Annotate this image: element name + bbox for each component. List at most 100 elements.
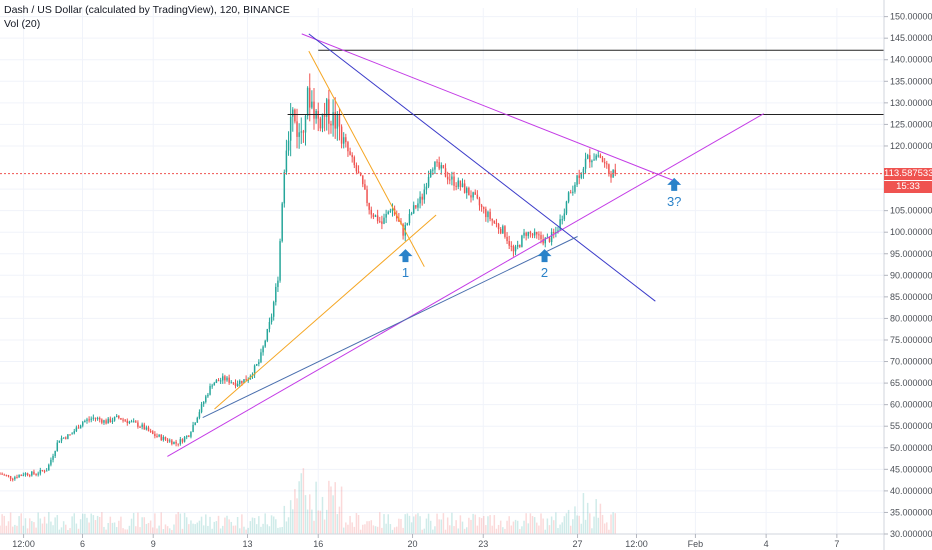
candle-body — [601, 157, 604, 163]
trend-line-7 — [214, 214, 437, 410]
volume-bar — [56, 515, 59, 534]
candle-body — [559, 219, 561, 231]
candle-body — [359, 173, 362, 176]
candle-body — [9, 476, 12, 479]
volume-bar — [3, 515, 5, 534]
candle-body — [313, 101, 315, 119]
candle-body — [395, 214, 398, 219]
volume-bar — [60, 527, 63, 534]
volume-bar — [255, 524, 258, 534]
candle-body — [410, 213, 413, 215]
volume-bar — [219, 528, 222, 534]
candle-body — [143, 424, 146, 430]
volume-bar — [196, 522, 199, 534]
candle-body — [455, 185, 457, 187]
volume-bar — [101, 512, 103, 534]
volume-bar — [457, 528, 460, 534]
candle-body — [370, 209, 373, 215]
candle-body — [325, 99, 328, 117]
candle-body — [292, 109, 294, 117]
candle-body — [470, 195, 472, 198]
candle-body — [77, 427, 80, 429]
volume-bar — [39, 518, 42, 534]
candle-body — [90, 418, 92, 420]
candle-body — [323, 113, 326, 117]
volume-bar — [194, 524, 196, 534]
volume-bar — [597, 517, 600, 534]
volume-bar — [383, 514, 385, 534]
candle-body — [444, 168, 447, 177]
candle-body — [245, 379, 247, 381]
volume-bar — [603, 523, 606, 534]
volume-bar — [546, 518, 549, 534]
candle-body — [487, 211, 489, 218]
candle-body — [578, 175, 580, 178]
candle-body — [306, 87, 309, 116]
candle-body — [491, 219, 493, 221]
volume-bar — [141, 517, 143, 534]
candle-body — [120, 418, 122, 420]
volume-bar — [499, 520, 502, 534]
volume-bar — [393, 527, 396, 534]
candle-body — [285, 150, 288, 173]
candle-body — [552, 231, 555, 234]
candle-body — [45, 470, 48, 472]
candle-body — [258, 362, 260, 364]
candle-body — [135, 421, 137, 423]
volume-bar — [521, 526, 523, 534]
candle-body — [379, 221, 381, 223]
volume-bar — [20, 513, 22, 534]
volume-bar — [243, 526, 245, 534]
candle-body — [527, 231, 530, 236]
candle-body — [241, 380, 243, 384]
candle-body — [164, 436, 167, 440]
candle-body — [298, 132, 300, 137]
volume-bar — [376, 526, 379, 534]
volume-bar — [192, 523, 194, 534]
candle-body — [495, 222, 498, 224]
candle-body — [234, 382, 237, 387]
candle-body — [33, 471, 35, 474]
volume-bar — [340, 486, 343, 534]
candle-body — [603, 162, 606, 164]
candle-body — [485, 208, 487, 218]
candle-body — [606, 163, 608, 165]
candle-body — [391, 208, 394, 211]
volume-bar — [529, 513, 532, 534]
volume-bar — [88, 522, 90, 534]
candle-body — [451, 176, 453, 180]
candle-body — [173, 441, 175, 445]
volume-bar — [336, 514, 339, 534]
volume-bar — [385, 523, 387, 534]
volume-bar — [285, 521, 288, 534]
volume-bar — [115, 527, 118, 534]
volume-bar — [406, 513, 409, 534]
volume-bar — [79, 519, 82, 534]
candle-body — [179, 439, 182, 445]
candle-body — [230, 382, 232, 384]
volume-bar — [531, 516, 534, 534]
candle-body — [171, 440, 173, 445]
volume-bar — [298, 481, 300, 534]
candle-body — [52, 455, 54, 460]
volume-bar — [589, 513, 591, 534]
volume-bar — [22, 525, 25, 534]
candle-body — [421, 196, 423, 200]
volume-bar — [168, 528, 171, 534]
volume-bar — [574, 506, 576, 534]
candle-body — [497, 223, 500, 229]
volume-bar — [266, 524, 269, 534]
volume-bar — [126, 529, 129, 534]
volume-bar — [300, 473, 303, 534]
volume-bar — [444, 529, 447, 534]
volume-bar — [188, 524, 190, 534]
volume-bar — [137, 512, 139, 534]
volume-bar — [476, 525, 479, 534]
candle-body — [304, 115, 307, 133]
volume-bar — [455, 520, 457, 534]
candle-body — [415, 205, 417, 208]
candle-body — [540, 235, 542, 240]
candle-body — [277, 280, 279, 287]
time-tick-label: 23 — [478, 539, 488, 549]
